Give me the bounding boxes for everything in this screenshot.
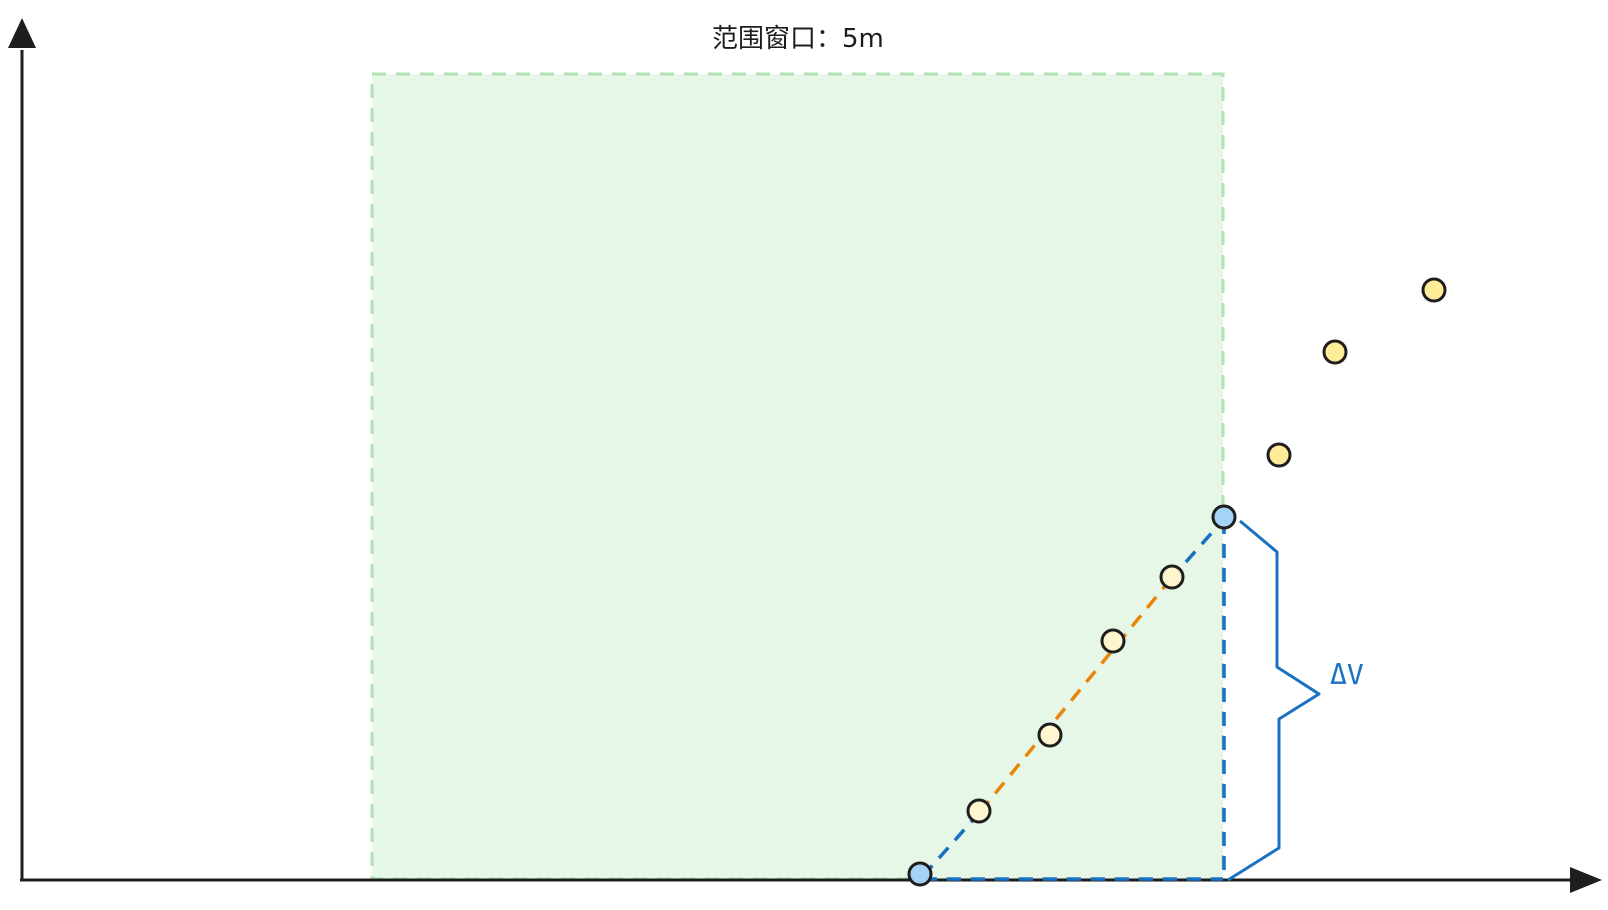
point-2 [1037,722,1063,748]
point-1 [966,798,992,824]
point-outside-2 [1322,339,1348,365]
point-4 [1159,564,1185,590]
point-outside-1 [1266,442,1292,468]
axes [8,18,1602,893]
x-axis-arrow-icon [1570,867,1602,893]
data-points [907,277,1447,887]
point-end [1211,504,1237,530]
point-outside-3 [1421,277,1447,303]
range-window [370,72,1225,881]
point-3 [1100,628,1126,654]
window-label: 范围窗口：5m [712,24,884,54]
delta-brace [1227,519,1321,882]
point-start [907,861,933,887]
delta-v-label: ΔV [1330,658,1364,691]
trend-line [978,578,1172,814]
y-axis-arrow-icon [8,18,36,48]
